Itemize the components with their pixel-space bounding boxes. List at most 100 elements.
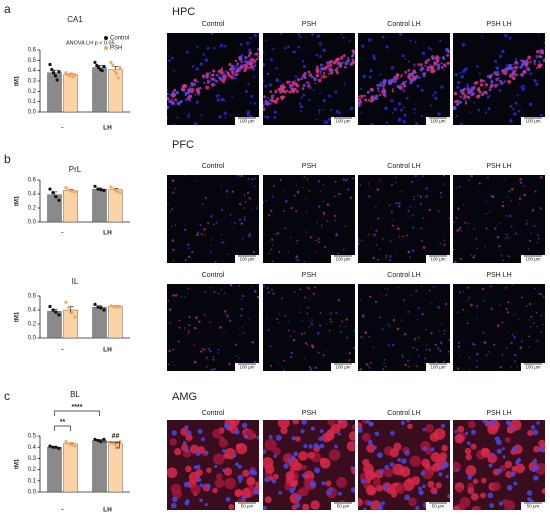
cell — [231, 71, 235, 75]
nucleus — [488, 463, 493, 468]
cell — [473, 254, 476, 257]
micrograph-content — [453, 175, 545, 263]
cell — [300, 77, 304, 81]
cell — [172, 248, 175, 252]
cell — [475, 238, 478, 240]
data-point — [54, 310, 58, 314]
cell — [538, 439, 545, 447]
cell — [295, 257, 297, 260]
nucleus — [298, 102, 302, 105]
cell — [253, 185, 256, 188]
data-point — [96, 438, 100, 443]
legend-label: Control — [110, 36, 129, 42]
cell — [420, 240, 423, 242]
nucleus — [294, 79, 297, 82]
cell — [365, 485, 377, 496]
cell — [392, 343, 395, 347]
cell — [510, 341, 513, 345]
cell — [167, 203, 169, 206]
nucleus — [273, 110, 277, 114]
nucleus — [299, 110, 302, 112]
cell — [459, 356, 461, 358]
nucleus — [430, 447, 435, 452]
cell — [230, 64, 235, 69]
cell — [525, 222, 528, 225]
y-tick-label: 0.4 — [28, 308, 37, 314]
cell — [462, 290, 464, 292]
cell — [269, 90, 273, 93]
nucleus — [318, 112, 321, 115]
cell — [489, 285, 492, 288]
cell — [212, 356, 215, 358]
cell — [409, 256, 411, 258]
y-tick-label: 0.6 — [28, 178, 37, 184]
data-point — [64, 300, 68, 304]
y-tick-label: 0.2 — [28, 89, 37, 95]
cell — [454, 434, 465, 444]
y-tick-label: 0.0 — [28, 220, 37, 226]
nucleus — [299, 36, 302, 39]
cell — [515, 232, 518, 235]
cell — [272, 184, 275, 187]
nucleus — [195, 100, 199, 104]
scale-label: 100 µm — [335, 257, 350, 262]
cell — [511, 188, 514, 191]
cell — [270, 99, 275, 103]
nucleus — [222, 468, 226, 472]
cell — [317, 205, 321, 208]
nucleus — [263, 448, 267, 455]
cell — [532, 318, 534, 320]
cell — [193, 78, 197, 83]
cell — [248, 197, 251, 200]
cell — [507, 301, 510, 304]
cell — [253, 289, 257, 293]
cell — [428, 289, 431, 292]
image-label: PSH — [302, 410, 316, 417]
micrograph-content — [167, 33, 259, 125]
cell — [454, 100, 457, 104]
cell — [280, 426, 288, 435]
micrograph-content — [263, 175, 355, 263]
nucleus — [415, 122, 419, 125]
cell — [167, 96, 170, 101]
data-point — [118, 304, 122, 309]
cell — [518, 203, 520, 205]
cell — [172, 294, 175, 297]
cell — [529, 302, 532, 306]
cell — [287, 251, 289, 253]
significance-label: ** — [60, 419, 66, 426]
nucleus — [360, 111, 363, 114]
cell — [229, 284, 233, 287]
cell — [468, 222, 470, 225]
nucleus — [517, 109, 521, 113]
data-point — [115, 189, 119, 193]
cell — [204, 290, 207, 293]
cell — [275, 233, 277, 236]
nucleus — [316, 34, 321, 38]
cell — [401, 354, 403, 356]
cell — [326, 429, 335, 437]
cell — [199, 331, 201, 333]
scale-box — [426, 363, 450, 371]
cell — [169, 93, 172, 96]
cell — [404, 363, 407, 367]
cell — [364, 225, 366, 227]
nucleus — [481, 35, 483, 38]
cell — [242, 332, 245, 334]
data-point — [69, 72, 73, 76]
cell — [322, 211, 325, 214]
cell — [228, 74, 231, 78]
cell — [290, 479, 299, 488]
nucleus — [204, 58, 209, 62]
nucleus — [247, 83, 250, 86]
cell — [385, 80, 388, 83]
cell — [467, 179, 470, 181]
y-axis-label: tM1 — [15, 311, 21, 322]
cell — [504, 460, 513, 469]
nucleus — [486, 423, 490, 427]
cell — [489, 75, 493, 78]
nucleus — [184, 98, 187, 101]
cell — [443, 333, 446, 335]
nucleus — [370, 123, 374, 125]
cell — [284, 483, 292, 491]
